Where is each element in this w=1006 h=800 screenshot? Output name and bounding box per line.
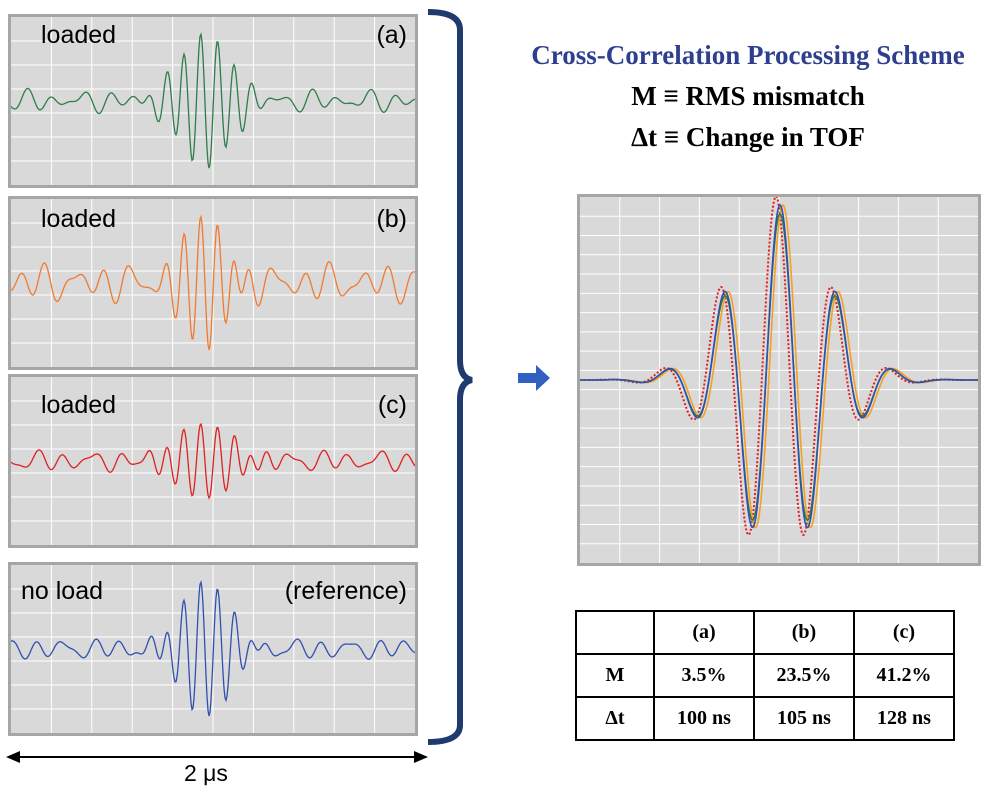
table-cell: 105 ns	[753, 696, 855, 741]
table-cell	[575, 610, 655, 655]
subtitle-dt: Δt ≡ Change in TOF	[631, 122, 865, 152]
waveform-panel-reference: no load (reference)	[8, 562, 418, 736]
panel-a-right-label: (a)	[376, 21, 407, 49]
page-title: Cross-Correlation Processing Scheme	[531, 40, 965, 70]
table-cell: 23.5%	[753, 653, 855, 698]
table-cell: M	[575, 653, 655, 698]
waveform-trace	[11, 579, 415, 717]
table-cell: Δt	[575, 696, 655, 741]
waveform-trace	[11, 422, 415, 500]
waveform-panel-a: loaded (a)	[8, 14, 418, 188]
panel-ref-right-label: (reference)	[284, 577, 407, 605]
panel-c-right-label: (c)	[377, 391, 407, 419]
panel-b-right-label: (b)	[376, 205, 407, 233]
waveform-panel-c: loaded (c)	[8, 374, 418, 548]
right-arrow-icon	[518, 365, 550, 391]
overlay-plot	[577, 194, 981, 566]
subtitle-m: M ≡ RMS mismatch	[631, 81, 865, 111]
waveform-panel-b: loaded (b)	[8, 196, 418, 370]
table-cell: 41.2%	[853, 653, 955, 698]
waveform-c-svg	[11, 377, 415, 545]
table-header-row: (a) (b) (c)	[575, 610, 955, 655]
table-cell: 100 ns	[653, 696, 755, 741]
table-cell: 128 ns	[853, 696, 955, 741]
table-cell: (a)	[653, 610, 755, 655]
table-row: M 3.5% 23.5% 41.2%	[575, 653, 955, 698]
time-span-arrow	[6, 751, 428, 763]
table-cell: 3.5%	[653, 653, 755, 698]
waveform-trace	[11, 32, 415, 169]
waveform-trace	[11, 214, 415, 350]
overlay-svg	[580, 194, 978, 563]
waveform-ref-svg	[11, 565, 415, 733]
panel-b-left-label: loaded	[41, 205, 117, 233]
panel-c-left-label: loaded	[41, 391, 117, 419]
table-cell: (c)	[853, 610, 955, 655]
time-span-label: 2 μs	[184, 760, 228, 786]
results-table: (a) (b) (c) M 3.5% 23.5% 41.2% Δt 100 ns…	[575, 610, 955, 741]
waveform-a-svg	[11, 17, 415, 185]
panel-ref-left-label: no load	[21, 577, 104, 605]
table-row: Δt 100 ns 105 ns 128 ns	[575, 696, 955, 741]
table-cell: (b)	[753, 610, 855, 655]
waveform-b-svg	[11, 199, 415, 367]
panel-a-left-label: loaded	[41, 21, 117, 49]
overlay-trace	[580, 203, 978, 529]
brace-icon	[427, 9, 473, 745]
